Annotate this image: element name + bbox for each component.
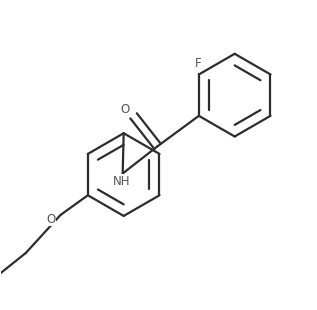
Text: F: F [194, 57, 201, 70]
Text: NH: NH [113, 175, 130, 188]
Text: O: O [120, 103, 129, 116]
Text: O: O [46, 213, 55, 226]
